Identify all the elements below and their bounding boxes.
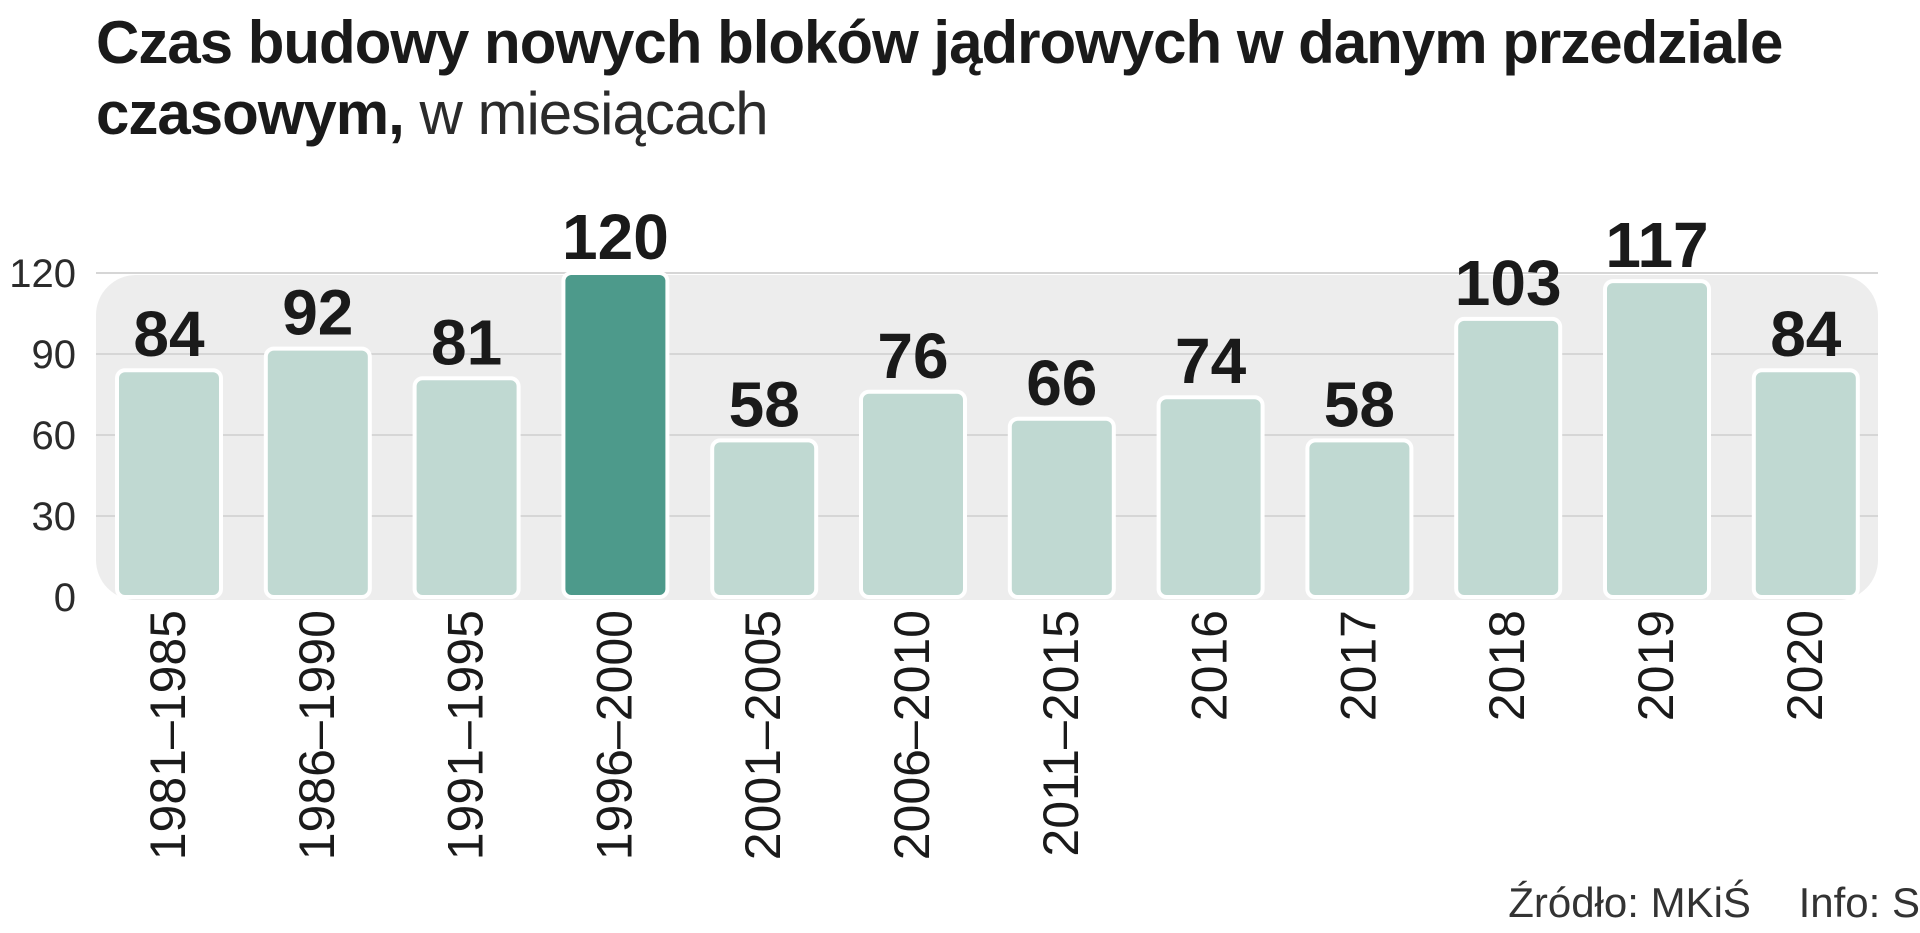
source-note: Źródło: MKiŚ [1508, 879, 1751, 926]
value-label: 81 [431, 306, 502, 378]
x-tick-label: 2017 [1330, 610, 1386, 721]
value-label: 117 [1605, 209, 1708, 281]
x-tick-label: 2019 [1628, 610, 1684, 721]
y-tick-label: 0 [54, 576, 76, 620]
x-tick-label: 2016 [1182, 610, 1238, 721]
gridlines [96, 272, 1878, 517]
x-tick-label: 1996–2000 [586, 610, 642, 860]
chart-subtitle-units: w miesiącach [419, 79, 769, 147]
x-axis-ticks: 1981–1985 1986–1990 1991–1995 1996–2000 2001… [140, 610, 1833, 860]
bar [263, 346, 372, 599]
value-label: 58 [1324, 368, 1395, 440]
y-tick-label: 90 [32, 333, 77, 377]
bar [1751, 368, 1860, 600]
bar [1156, 395, 1265, 600]
value-label: 84 [133, 298, 205, 370]
chart-title-line2-bold: czasowym, [96, 79, 405, 147]
x-tick-label: 1981–1985 [140, 610, 196, 860]
value-label: 120 [562, 201, 669, 273]
chart-title-line2: czasowym, w miesiącach [96, 79, 1920, 150]
value-label: 84 [1770, 298, 1842, 370]
bar [710, 438, 819, 599]
chart-title: Czas budowy nowych bloków jądrowych w da… [96, 8, 1920, 150]
value-label: 58 [729, 368, 800, 440]
plot-background [96, 275, 1878, 600]
value-label: 76 [877, 320, 948, 392]
bar [859, 389, 967, 599]
x-tick-label: 2018 [1479, 610, 1535, 721]
value-label: 103 [1455, 247, 1562, 319]
info-note: Info: S [1798, 879, 1920, 926]
y-axis-ticks: 0 30 60 90 120 [9, 252, 76, 620]
value-label: 66 [1026, 347, 1097, 419]
bar [412, 376, 521, 599]
y-tick-label: 120 [9, 252, 76, 296]
x-tick-label: 1986–1990 [289, 610, 345, 860]
y-tick-label: 30 [32, 495, 77, 539]
bar [1007, 416, 1116, 599]
value-label: 74 [1175, 325, 1247, 397]
value-label: 92 [282, 277, 353, 349]
x-tick-label: 1991–1995 [438, 610, 494, 860]
bar [1305, 438, 1414, 599]
bar [1603, 279, 1711, 599]
x-tick-label: 2006–2010 [884, 610, 940, 860]
x-tick-label: 2001–2005 [735, 610, 791, 860]
chart-title-line1: Czas budowy nowych bloków jądrowych w da… [96, 9, 1783, 76]
footer: Źródło: MKiŚ Info: S [1508, 879, 1920, 927]
bar [115, 368, 223, 600]
value-labels: 84 92 81 120 58 76 66 74 58 103 117 84 [133, 201, 1841, 440]
bars [115, 271, 1860, 600]
bar [1454, 316, 1563, 599]
bar [561, 271, 670, 599]
x-tick-label: 2011–2015 [1033, 610, 1089, 857]
y-tick-label: 60 [32, 414, 77, 458]
x-tick-label: 2020 [1777, 610, 1833, 721]
